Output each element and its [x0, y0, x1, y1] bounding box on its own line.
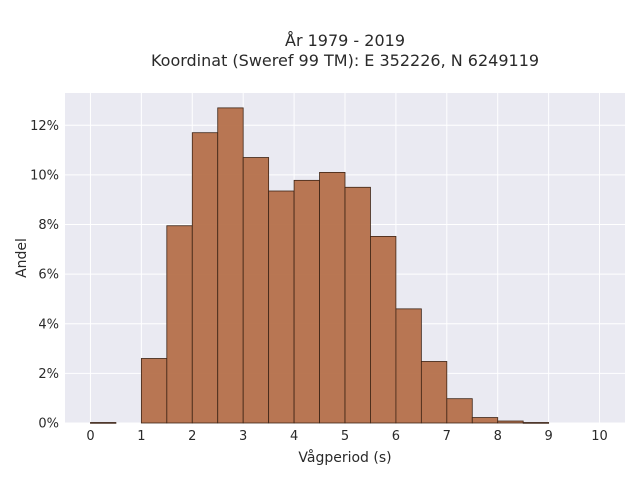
histogram-bars	[90, 107, 550, 424]
histogram-bar	[471, 417, 499, 424]
x-tick-label: 9	[544, 429, 552, 444]
y-tick-label: 4%	[38, 317, 59, 332]
histogram-bar	[522, 422, 550, 424]
x-tick-label: 0	[86, 429, 94, 444]
y-tick-label: 12%	[30, 119, 59, 134]
x-tick-label: 7	[443, 429, 451, 444]
y-axis-label: Andel	[14, 238, 30, 278]
chart-title-line2: Koordinat (Sweref 99 TM): E 352226, N 62…	[151, 51, 539, 70]
histogram-bar	[446, 398, 473, 424]
y-tick-label: 0%	[38, 417, 59, 432]
x-axis-label: Vågperiod (s)	[298, 449, 391, 466]
histogram-bar	[268, 190, 295, 424]
histogram-bar	[217, 107, 244, 424]
histogram-bar	[395, 308, 422, 424]
x-tick-label: 1	[137, 429, 145, 444]
y-tick-label: 6%	[38, 268, 59, 283]
histogram-bar	[319, 171, 346, 424]
x-tick-label: 3	[239, 429, 247, 444]
histogram-bar	[242, 157, 270, 424]
histogram-bar	[497, 420, 524, 424]
y-tick-label: 10%	[30, 168, 59, 183]
histogram-bar	[140, 358, 168, 424]
y-tick-label: 8%	[38, 218, 59, 233]
x-tick-label: 8	[494, 429, 502, 444]
histogram-bar	[166, 225, 193, 424]
histogram-bar	[420, 361, 448, 424]
chart-title-line1: År 1979 - 2019	[285, 31, 405, 50]
x-tick-label: 4	[290, 429, 298, 444]
histogram-bar	[370, 236, 397, 424]
y-tick-label: 2%	[38, 367, 59, 382]
x-tick-labels: 0 1 2 3 4 5 6 7 8 9 10	[86, 429, 608, 444]
x-tick-label: 10	[591, 429, 608, 444]
histogram-bar	[90, 422, 117, 424]
histogram-bar	[344, 186, 371, 424]
histogram-bar	[191, 132, 219, 424]
x-tick-label: 6	[392, 429, 400, 444]
x-tick-label: 5	[341, 429, 349, 444]
histogram-bar	[293, 179, 320, 424]
y-tick-labels: 0% 2% 4% 6% 8% 10% 12%	[30, 119, 59, 432]
x-tick-label: 2	[188, 429, 196, 444]
